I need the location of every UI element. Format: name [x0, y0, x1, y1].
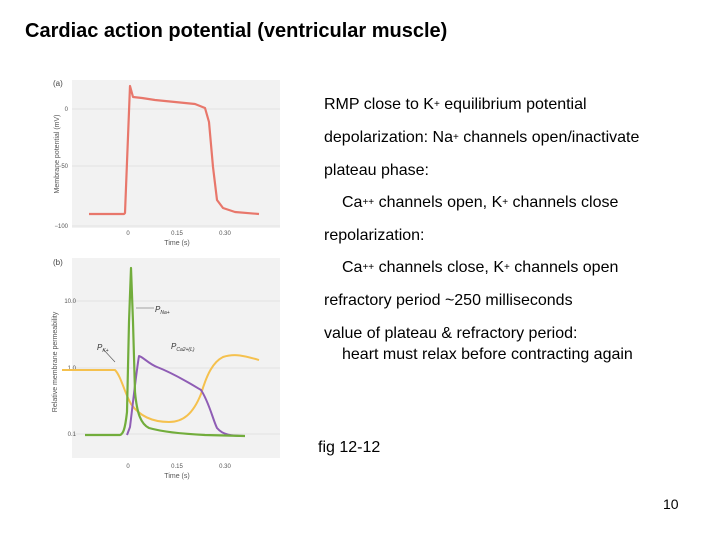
note-rmp: RMP close to K+ equilibrium potential — [324, 96, 587, 113]
panel-b-ytick: 10.0 — [64, 299, 76, 305]
na-permeability-curve — [85, 266, 246, 438]
panel-a-xtick: 0 — [126, 231, 130, 237]
na-curve-label: PNa+ — [155, 305, 170, 316]
note-plateau: plateau phase: — [324, 162, 429, 179]
panel-b-ylabel: Relative membrane permeability — [52, 311, 59, 412]
panel-a-xtick: 0.15 — [171, 231, 183, 237]
panel-a-xtick: 0.30 — [219, 231, 231, 237]
panel-a-ytick: −50 — [58, 164, 69, 170]
k-label-leader — [102, 348, 116, 363]
panel-b-xlabel: Time (s) — [164, 473, 189, 480]
panel-a-background — [72, 80, 280, 228]
panel-a-xlabel: Time (s) — [164, 240, 189, 247]
note-repolarization: repolarization: — [324, 227, 425, 244]
note-repolarization-detail: Ca++ channels close, K+ channels open — [342, 259, 619, 276]
panel-a-ytick: 0 — [65, 107, 69, 113]
figure-caption: fig 12-12 — [318, 439, 381, 456]
membrane-potential-curve — [89, 84, 260, 216]
note-value: value of plateau & refractory period: — [324, 325, 578, 342]
panel-b-ytick: 0.1 — [68, 432, 77, 438]
slide-title: Cardiac action potential (ventricular mu… — [25, 20, 448, 42]
note-plateau-detail: Ca++ channels open, K+ channels close — [342, 194, 619, 211]
figure-svg: (a) Membrane potential (mV) 0 −50 −100 0… — [52, 79, 280, 480]
panel-a-ytick: −100 — [54, 224, 68, 230]
panel-a-ylabel: Membrane potential (mV) — [54, 115, 61, 194]
panel-b-xtick: 0.30 — [219, 464, 231, 470]
k-curve-label: PK+ — [97, 343, 109, 354]
panel-a-label: (a) — [53, 79, 63, 88]
note-refractory: refractory period ~250 milliseconds — [324, 292, 573, 309]
note-depolarization: depolarization: Na+ channels open/inacti… — [324, 129, 640, 146]
note-value-detail: heart must relax before contracting agai… — [342, 346, 633, 363]
action-potential-figure: (a) Membrane potential (mV) 0 −50 −100 0… — [45, 72, 295, 482]
ca-permeability-curve — [126, 355, 246, 437]
panel-b-background — [72, 258, 280, 458]
page-number: 10 — [663, 496, 679, 512]
panel-b-label: (b) — [53, 258, 63, 267]
panel-b-xtick: 0 — [126, 464, 130, 470]
ca-curve-label: PCa2+(L) — [171, 342, 195, 353]
panel-b-xtick: 0.15 — [171, 464, 183, 470]
